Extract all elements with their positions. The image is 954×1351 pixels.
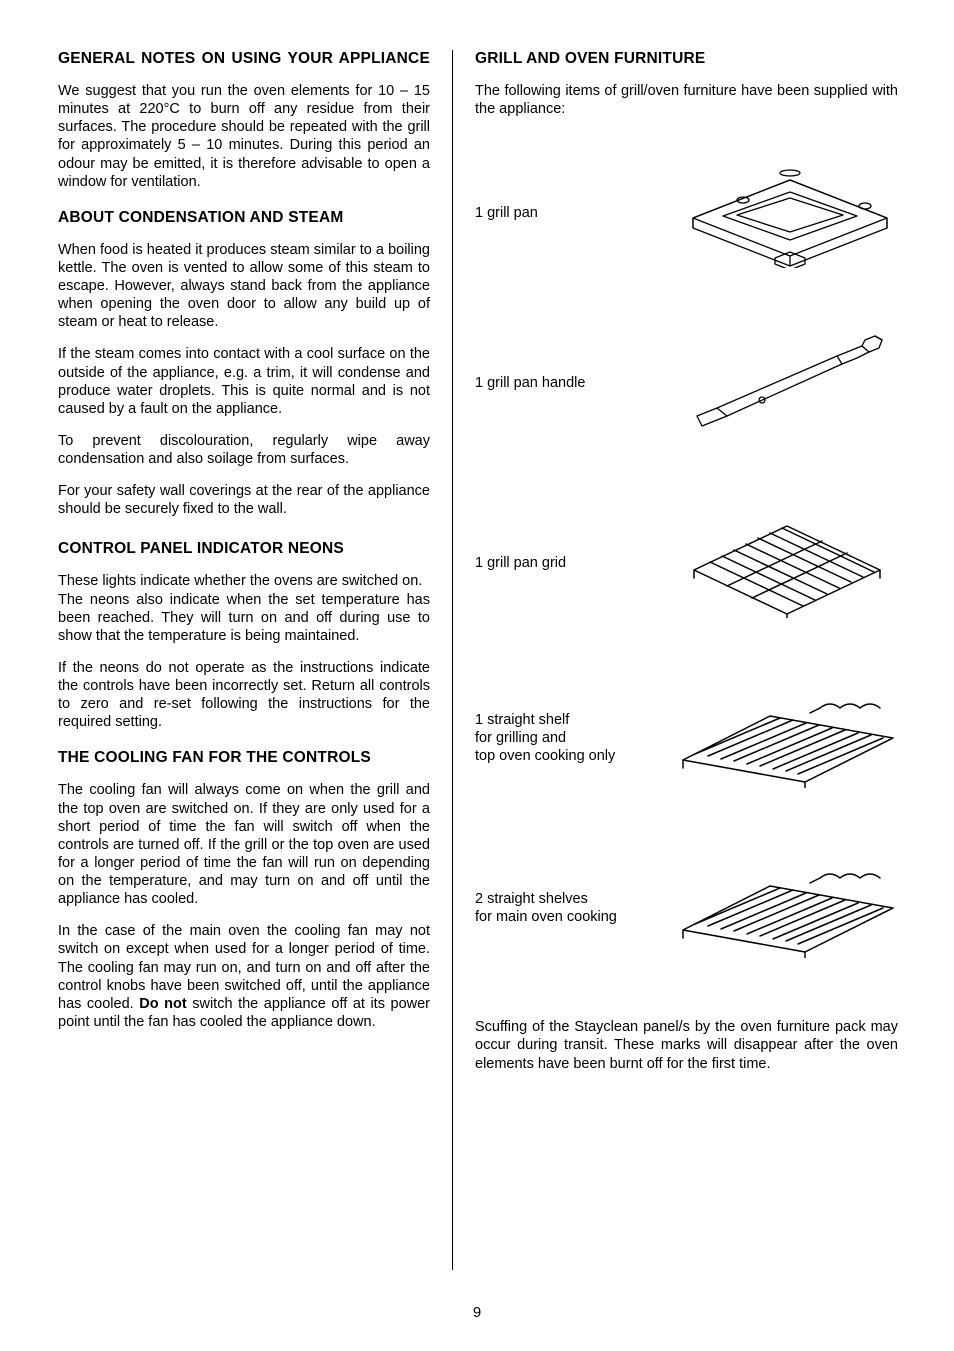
grill-pan-grid-icon bbox=[675, 508, 898, 618]
para-cooling-2-bold: Do not bbox=[139, 996, 186, 1012]
para-condensation-4: For your safety wall coverings at the re… bbox=[58, 482, 430, 518]
furniture-item-grill-pan-grid: 1 grill pan grid bbox=[475, 508, 898, 618]
left-column: GENERAL NOTES ON USING YOUR APPLIANCE We… bbox=[58, 50, 453, 1270]
page-number: 9 bbox=[0, 1304, 954, 1321]
para-neons-1a: These lights indicate whether the ovens … bbox=[58, 572, 430, 590]
furniture-item-grill-pan-handle: 1 grill pan handle bbox=[475, 328, 898, 438]
furniture-label: 2 straight shelves for main oven cooking bbox=[475, 890, 675, 926]
para-condensation-3: To prevent discolouration, regularly wip… bbox=[58, 432, 430, 468]
grill-pan-handle-icon bbox=[675, 328, 898, 438]
two-column-layout: GENERAL NOTES ON USING YOUR APPLIANCE We… bbox=[58, 50, 904, 1270]
furniture-item-straight-shelves-main: 2 straight shelves for main oven cooking bbox=[475, 858, 898, 958]
right-column: GRILL AND OVEN FURNITURE The following i… bbox=[453, 50, 898, 1270]
furniture-label: 1 grill pan handle bbox=[475, 374, 675, 392]
para-cooling-2: In the case of the main oven the cooling… bbox=[58, 922, 430, 1031]
grill-pan-icon bbox=[675, 158, 905, 268]
para-scuffing: Scuffing of the Stayclean panel/s by the… bbox=[475, 1018, 898, 1072]
para-cooling-1: The cooling fan will always come on when… bbox=[58, 781, 430, 908]
furniture-item-grill-pan: 1 grill pan bbox=[475, 158, 898, 268]
heading-neons: CONTROL PANEL INDICATOR NEONS bbox=[58, 540, 430, 558]
furniture-list: 1 grill pan bbox=[475, 158, 898, 958]
para-neons-1b: The neons also indicate when the set tem… bbox=[58, 591, 430, 645]
para-condensation-1: When food is heated it produces steam si… bbox=[58, 241, 430, 332]
straight-shelf-icon bbox=[675, 688, 900, 788]
furniture-label: 1 grill pan bbox=[475, 204, 675, 222]
para-furniture-intro: The following items of grill/oven furnit… bbox=[475, 82, 898, 118]
straight-shelf-icon bbox=[675, 858, 900, 958]
para-general-notes: We suggest that you run the oven element… bbox=[58, 82, 430, 191]
furniture-label: 1 grill pan grid bbox=[475, 554, 675, 572]
furniture-item-straight-shelf-top: 1 straight shelf for grilling and top ov… bbox=[475, 688, 898, 788]
para-condensation-2: If the steam comes into contact with a c… bbox=[58, 345, 430, 418]
para-neons-2: If the neons do not operate as the instr… bbox=[58, 659, 430, 732]
heading-furniture: GRILL AND OVEN FURNITURE bbox=[475, 50, 898, 68]
heading-cooling-fan: THE COOLING FAN FOR THE CONTROLS bbox=[58, 749, 430, 767]
heading-general-notes: GENERAL NOTES ON USING YOUR APPLIANCE bbox=[58, 50, 430, 68]
heading-condensation: ABOUT CONDENSATION AND STEAM bbox=[58, 209, 430, 227]
furniture-label: 1 straight shelf for grilling and top ov… bbox=[475, 711, 675, 765]
